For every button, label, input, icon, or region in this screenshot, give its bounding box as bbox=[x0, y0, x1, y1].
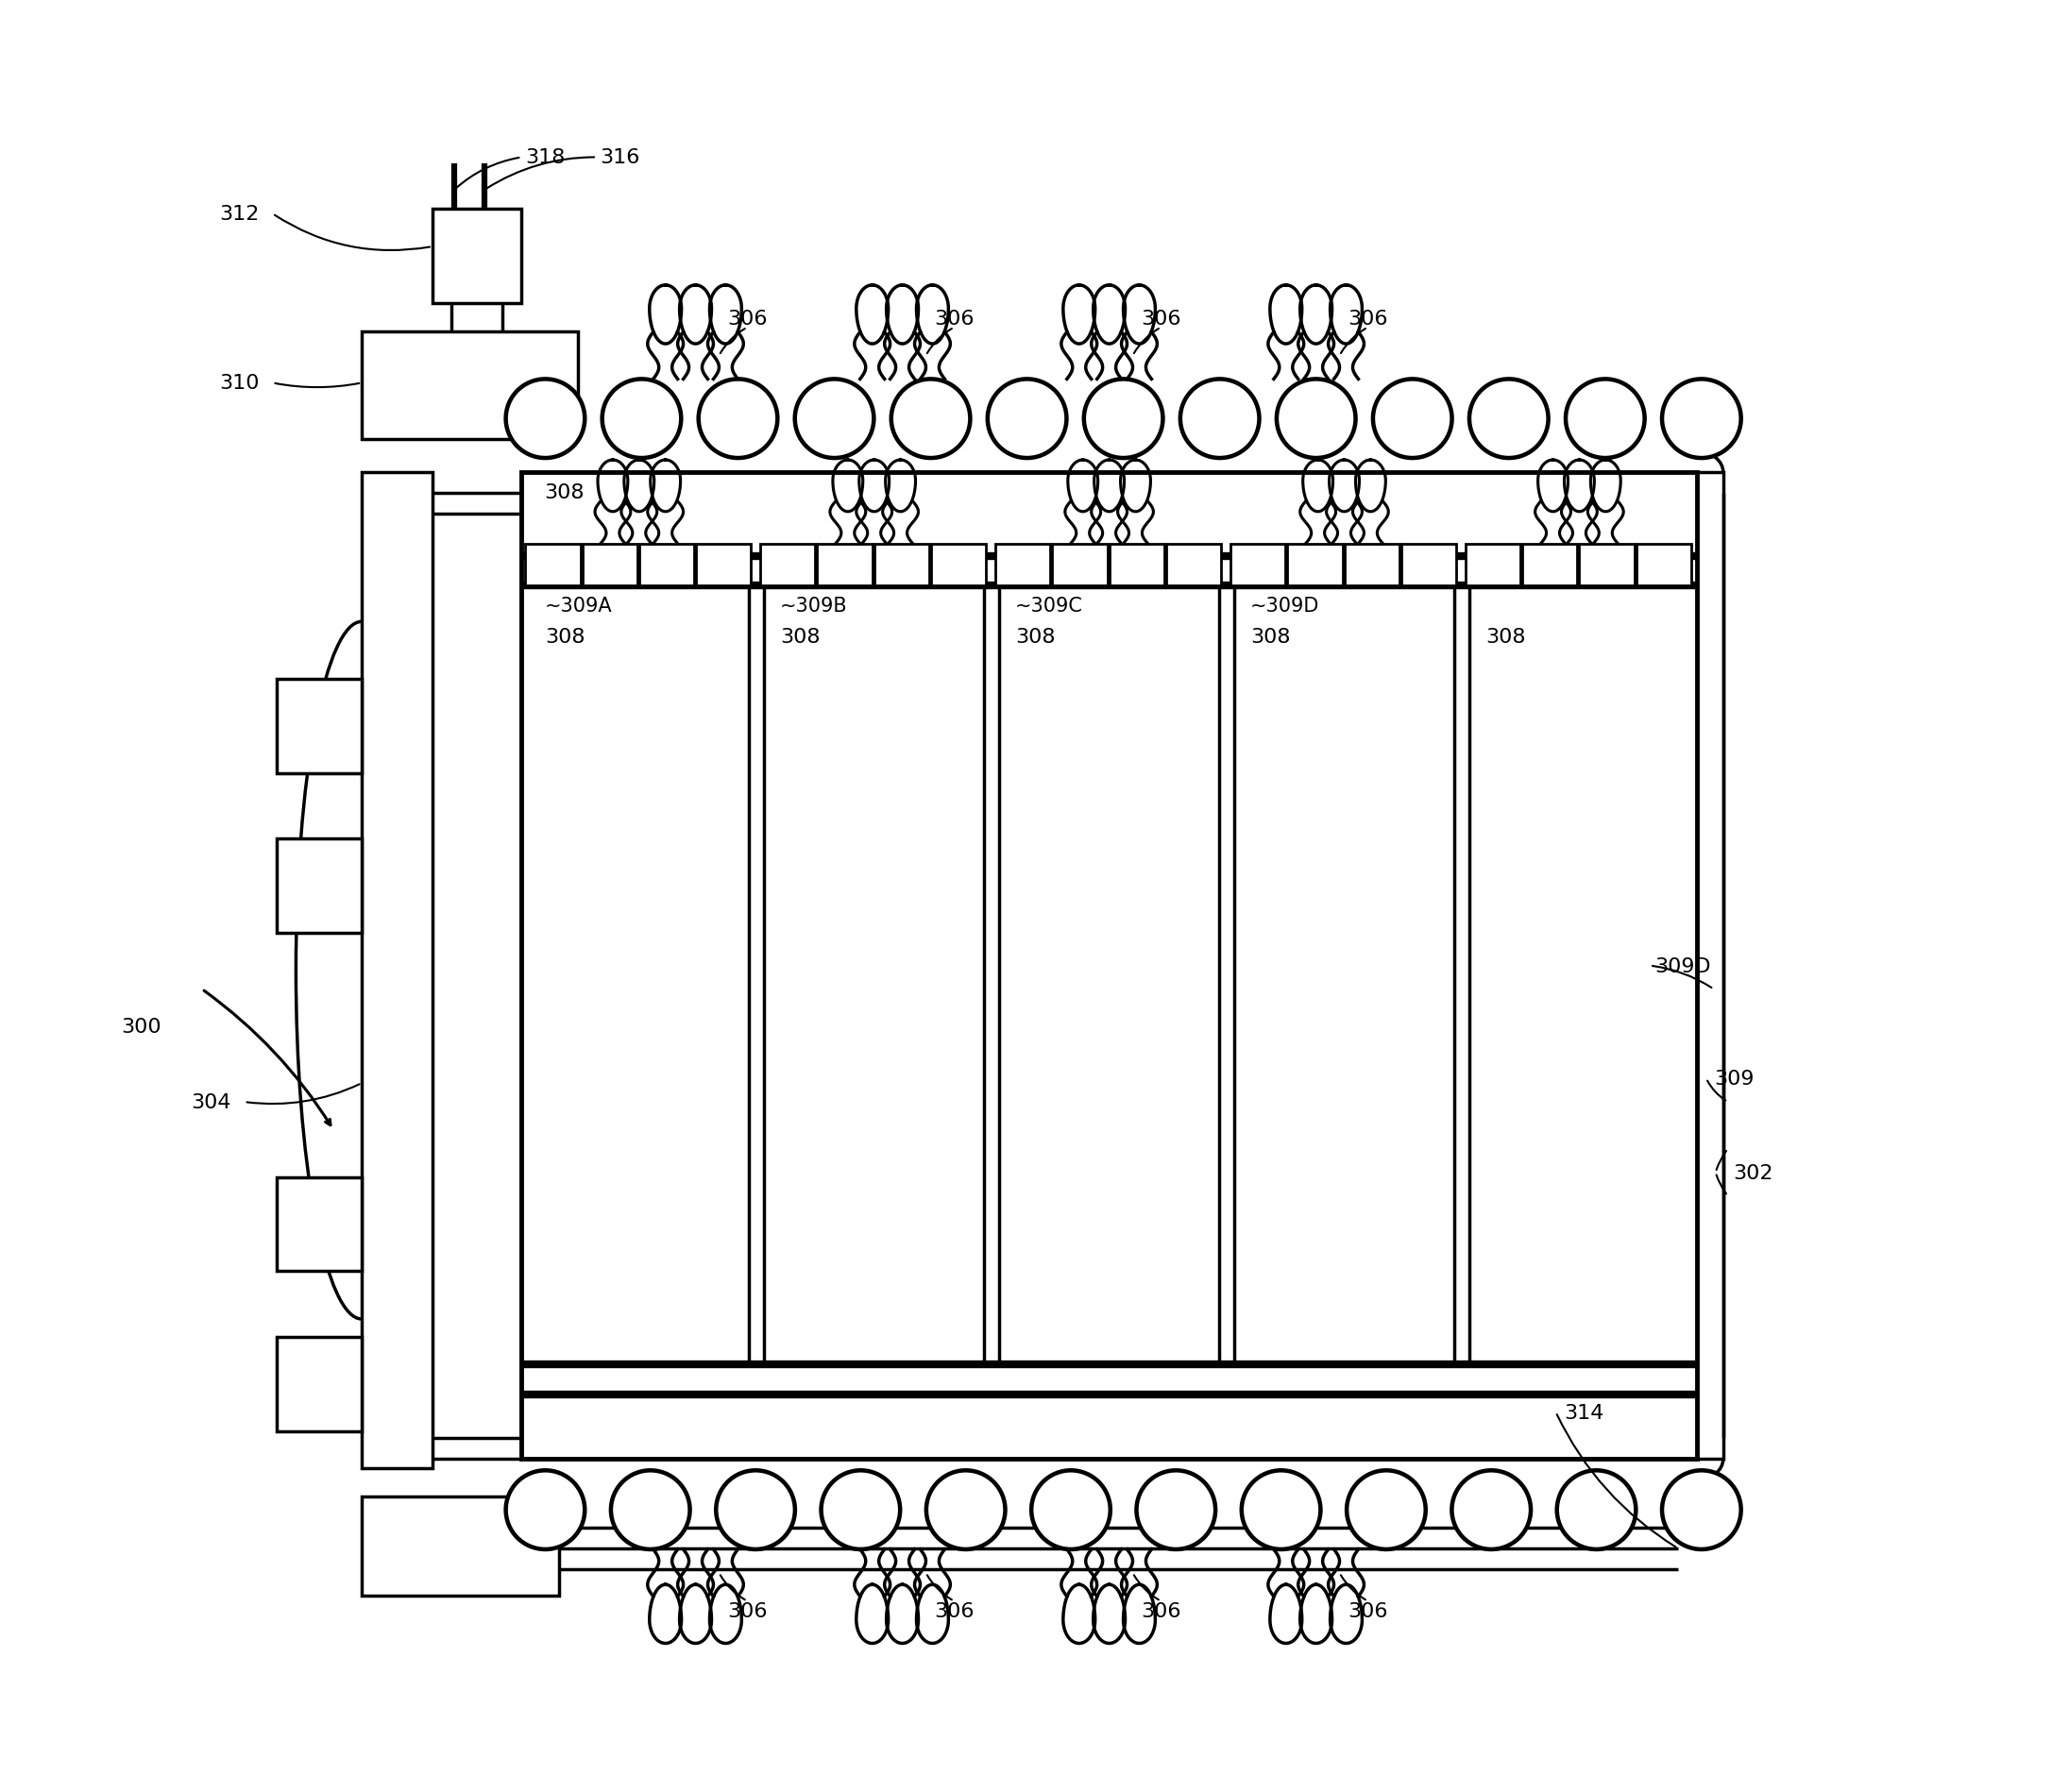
Circle shape bbox=[1469, 380, 1549, 459]
Bar bbox=[277, 1177, 361, 1271]
Bar bbox=[277, 679, 361, 774]
Circle shape bbox=[925, 1471, 1005, 1550]
Bar bbox=[1523, 545, 1578, 586]
Text: 314: 314 bbox=[1564, 1403, 1605, 1421]
Circle shape bbox=[1662, 380, 1740, 459]
Text: 310: 310 bbox=[220, 375, 261, 392]
Circle shape bbox=[1083, 380, 1163, 459]
Bar bbox=[277, 839, 361, 934]
Circle shape bbox=[1276, 380, 1356, 459]
Circle shape bbox=[1032, 1471, 1110, 1550]
Bar bbox=[521, 473, 1724, 1459]
Bar bbox=[761, 545, 815, 586]
Bar bbox=[817, 545, 872, 586]
Bar bbox=[932, 545, 987, 586]
Text: ~309A: ~309A bbox=[546, 597, 614, 616]
Text: 318: 318 bbox=[525, 149, 564, 167]
Text: 308: 308 bbox=[1250, 627, 1291, 647]
Circle shape bbox=[821, 1471, 901, 1550]
Circle shape bbox=[1180, 380, 1260, 459]
Bar bbox=[361, 332, 579, 439]
Circle shape bbox=[505, 380, 585, 459]
Bar bbox=[1344, 545, 1399, 586]
Text: 309D: 309D bbox=[1654, 957, 1711, 975]
Text: 309: 309 bbox=[1713, 1070, 1754, 1088]
Text: 306: 306 bbox=[1141, 310, 1182, 328]
Bar bbox=[995, 545, 1051, 586]
Bar bbox=[433, 210, 521, 303]
Bar bbox=[1231, 545, 1285, 586]
Text: 306: 306 bbox=[1348, 1600, 1387, 1620]
Bar bbox=[361, 1496, 560, 1595]
Bar bbox=[1402, 545, 1457, 586]
Text: 300: 300 bbox=[121, 1018, 160, 1036]
Circle shape bbox=[1557, 1471, 1635, 1550]
Bar bbox=[1465, 545, 1521, 586]
Bar bbox=[1166, 545, 1221, 586]
Circle shape bbox=[611, 1471, 689, 1550]
Bar bbox=[696, 545, 751, 586]
Bar bbox=[521, 473, 1697, 1459]
Text: ~309B: ~309B bbox=[780, 597, 847, 616]
Text: ~309C: ~309C bbox=[1016, 597, 1083, 616]
Text: 306: 306 bbox=[934, 1600, 975, 1620]
Text: 306: 306 bbox=[934, 310, 975, 328]
Text: 306: 306 bbox=[1141, 1600, 1182, 1620]
Circle shape bbox=[1137, 1471, 1215, 1550]
Circle shape bbox=[505, 1471, 585, 1550]
Bar bbox=[361, 473, 433, 1469]
Circle shape bbox=[698, 380, 778, 459]
Circle shape bbox=[1453, 1471, 1531, 1550]
Bar bbox=[525, 545, 581, 586]
Circle shape bbox=[1241, 1471, 1321, 1550]
Text: 308: 308 bbox=[544, 484, 585, 502]
Bar bbox=[1580, 545, 1633, 586]
Bar bbox=[1635, 545, 1691, 586]
Text: 312: 312 bbox=[220, 204, 259, 224]
Text: 316: 316 bbox=[601, 149, 640, 167]
Circle shape bbox=[794, 380, 874, 459]
Text: ~309D: ~309D bbox=[1250, 597, 1319, 616]
Circle shape bbox=[987, 380, 1067, 459]
Text: 308: 308 bbox=[1486, 627, 1525, 647]
Text: 306: 306 bbox=[726, 310, 767, 328]
Circle shape bbox=[1373, 380, 1453, 459]
Text: 306: 306 bbox=[726, 1600, 767, 1620]
Circle shape bbox=[1566, 380, 1644, 459]
Bar bbox=[583, 545, 638, 586]
Circle shape bbox=[1662, 1471, 1740, 1550]
Text: 304: 304 bbox=[191, 1093, 232, 1111]
Text: 308: 308 bbox=[1016, 627, 1055, 647]
Text: 302: 302 bbox=[1734, 1163, 1773, 1183]
Circle shape bbox=[891, 380, 971, 459]
Circle shape bbox=[716, 1471, 794, 1550]
Bar bbox=[1287, 545, 1342, 586]
Circle shape bbox=[601, 380, 681, 459]
Bar bbox=[638, 545, 694, 586]
Bar bbox=[1053, 545, 1108, 586]
Bar bbox=[874, 545, 930, 586]
Text: 308: 308 bbox=[780, 627, 821, 647]
Text: 308: 308 bbox=[546, 627, 585, 647]
Circle shape bbox=[1346, 1471, 1426, 1550]
Bar bbox=[1110, 545, 1163, 586]
Text: 306: 306 bbox=[1348, 310, 1387, 328]
Bar bbox=[277, 1337, 361, 1432]
